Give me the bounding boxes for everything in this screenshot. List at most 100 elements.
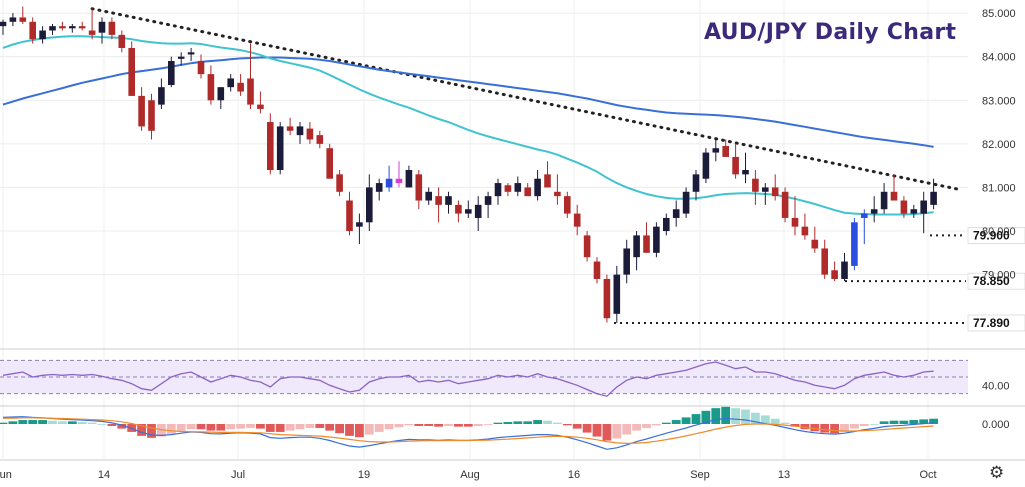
candle-body [811,239,819,249]
macd-histogram-bar [216,424,226,431]
candle [564,191,571,218]
macd-histogram-bar [97,424,107,425]
candle [128,41,135,96]
candle [108,17,116,40]
candle [0,19,7,35]
macd-histogram-bar [196,424,206,430]
candle [504,183,512,197]
candle-body [870,209,878,214]
candle-body [257,104,264,109]
macd-histogram-bar [265,424,275,432]
candle [326,143,333,179]
candle [9,13,17,27]
macd-histogram-bar [850,424,859,429]
candle-body [247,78,254,105]
macd-histogram-bar [226,424,236,430]
time-tick-label: Oct [919,469,936,481]
macd-histogram-bar [800,424,810,430]
macd-histogram-bar [236,424,245,429]
macd-panel: 0.000 [0,405,1025,450]
candle [138,87,145,131]
candle [405,165,413,188]
candle [276,122,284,175]
macd-histogram-bar [493,422,503,424]
candle-body [49,26,56,31]
macd-histogram-bar [87,422,97,424]
candle [801,213,809,240]
candle [78,21,86,31]
candle-body [821,248,828,275]
candle-body [405,170,413,188]
candle [573,204,581,236]
candle-body [445,196,452,205]
candle [435,187,442,223]
macd-histogram-bar [315,424,325,428]
candle [306,122,314,144]
candle-body [722,146,729,157]
candle-body [564,196,571,214]
candle-body [910,209,918,214]
candle [385,165,393,192]
candle-body [583,235,591,258]
price-tick-label: 80.000 [982,226,1016,238]
candle-body [385,178,393,188]
candle-body [554,191,561,197]
macd-histogram-bar [543,420,552,424]
candle [672,200,680,227]
candle-body [880,191,888,210]
candle-body [197,61,205,75]
candle-body [217,87,225,101]
candle-body [39,30,46,40]
macd-histogram-bar [889,420,899,424]
candle [583,231,591,262]
macd-histogram-bar [513,421,523,424]
candle-body [69,26,76,29]
macd-histogram-bar [909,420,919,424]
macd-histogram-bar [285,424,295,431]
macd-histogram-bar [295,424,305,430]
candle [98,17,106,44]
rsi-panel: 40.00 [0,348,1025,397]
macd-histogram-bar [790,424,800,427]
candle [237,74,244,96]
macd-histogram-bar [780,422,790,424]
macd-histogram-bar [374,424,384,432]
macd-histogram-bar [760,415,770,424]
candle-body [227,78,234,88]
macd-histogram-bar [434,424,443,427]
time-tick-label: Aug [460,469,480,481]
macd-histogram-bar [562,424,572,426]
macd-histogram-bar [592,424,602,437]
macd-histogram-bar [770,418,780,424]
candle-body [534,178,541,197]
macd-histogram-bar [256,424,265,429]
candle-body [712,148,720,153]
macd-histogram-bar [8,421,18,424]
macd-histogram-bar [0,422,8,424]
candle [752,170,759,205]
candle-body [653,226,660,253]
candle [267,113,274,175]
candle-body [900,200,908,214]
macd-histogram-bar [661,422,671,424]
candle-body [702,152,710,179]
candle [544,161,551,188]
candle-body [861,213,868,218]
macd-histogram-bar [206,424,216,431]
macd-histogram-bar [503,422,513,424]
macd-histogram-bar [305,424,315,428]
macd-histogram-bar [830,424,839,434]
time-tick-label: 16 [568,469,580,481]
macd-histogram-bar [58,421,67,424]
macd-histogram-bar [454,424,463,427]
candle [484,191,492,218]
candle [643,222,650,253]
price-tick-label: 82.000 [982,139,1016,151]
gear-icon[interactable]: ⚙ [989,463,1005,482]
macd-histogram-bar [553,422,562,424]
macd-histogram-bar [622,424,632,435]
macd-histogram-bar [751,412,760,424]
candle-body [98,21,106,33]
macd-histogram-bar [869,424,879,425]
macd-histogram-bar [810,424,820,432]
